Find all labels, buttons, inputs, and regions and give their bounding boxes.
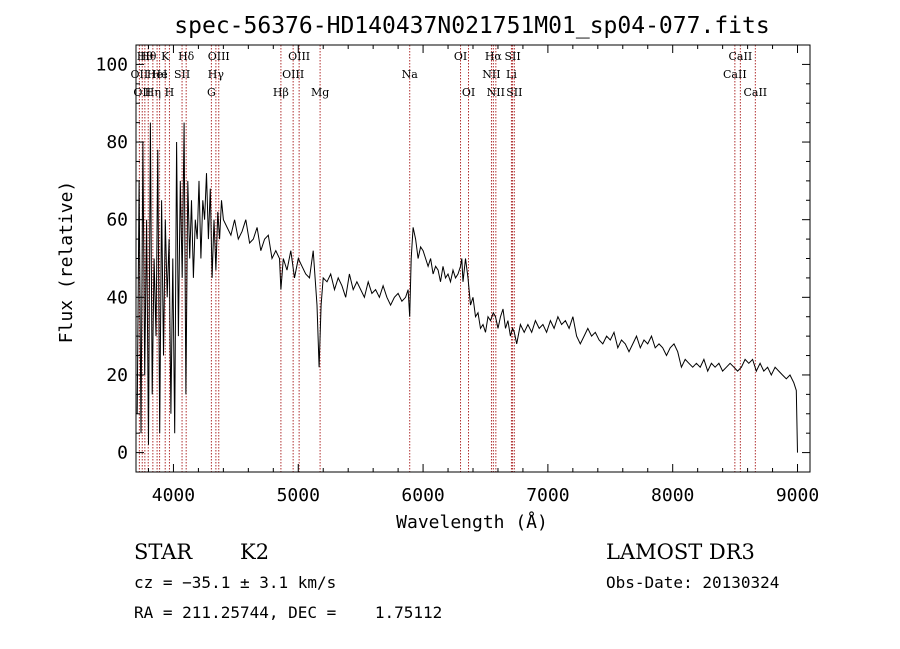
spectral-line-label: OI [462,86,475,99]
object-subclass: K2 [240,540,269,564]
spectral-line-label: Hη [145,86,161,99]
chart-title: spec-56376-HD140437N021751M01_sp04-077.f… [174,13,769,39]
spectral-line-label: HeI [147,68,167,81]
y-tick-label: 0 [117,443,128,464]
spectral-line-label: Hθ [137,50,154,63]
x-axis-ticks: 4000 5000 6000 7000 8000 9000 [147,45,819,506]
plot-frame [135,44,811,473]
spectral-line-label: Mg [311,86,329,99]
spectral-line-label: NII [487,86,505,99]
spectrum-line [136,122,798,453]
x-tick-label: 8000 [651,485,694,506]
object-type: STAR [134,540,193,564]
spectral-line-label: SII [506,86,522,99]
spectral-line-label: Hθ [140,50,157,63]
spectral-line-label: SII [504,50,520,63]
spectral-line-label: G [207,86,216,99]
spectral-line-label: OIII [208,50,230,63]
x-tick-label: 9000 [776,485,819,506]
spectral-line-label: CaII [729,50,753,63]
spectral-line-label: OII [131,68,149,81]
ra-dec: RA = 211.25744, DEC = 1.75112 [134,603,442,622]
survey-name: LAMOST DR3 [606,540,755,564]
spectral-line-label: He [152,68,168,81]
x-axis-label: Wavelength (Å) [396,511,548,533]
spectral-line-label: Li [506,68,517,81]
y-tick-label: 40 [106,287,128,308]
x-tick-label: 6000 [401,485,444,506]
spectral-line-label: K [161,50,170,63]
spectral-line-label: CaII [743,86,767,99]
y-tick-label: 100 [95,54,128,75]
spectral-line-label: Hα [485,50,503,63]
spectral-line-markers [138,45,756,472]
spectral-line-label: OIII [282,68,304,81]
spectral-line-label: SII [174,68,190,81]
spectral-line-label: OI [454,50,467,63]
spectral-line-label: Hγ [208,68,225,81]
spectral-line-label: OIII [288,50,310,63]
y-axis-ticks: 0 20 40 60 80 100 [95,44,810,473]
spectral-line-label: Hβ [273,86,289,99]
x-tick-label: 4000 [152,485,195,506]
y-tick-label: 20 [106,365,128,386]
y-tick-label: 60 [106,210,128,231]
x-tick-label: 5000 [277,485,320,506]
y-tick-label: 80 [106,132,128,153]
redshift-cz: cz = −35.1 ± 3.1 km/s [134,573,336,592]
spectral-line-label: NII [482,68,500,81]
spectral-line-label: CaII [723,68,747,81]
spectral-line-label: Hδ [178,50,195,63]
x-tick-label: 7000 [526,485,569,506]
spectral-line-label: Na [402,68,419,81]
spectral-line-label: OII [133,86,151,99]
observation-date: Obs-Date: 20130324 [606,573,779,592]
y-axis-label: Flux (relative) [56,181,77,344]
spectral-line-label: H [165,86,175,99]
spectral-line-labels: OIIOIIHθHθHηHeIHeKHSIIHδGHγOIIIHβOIIIOII… [131,50,768,99]
